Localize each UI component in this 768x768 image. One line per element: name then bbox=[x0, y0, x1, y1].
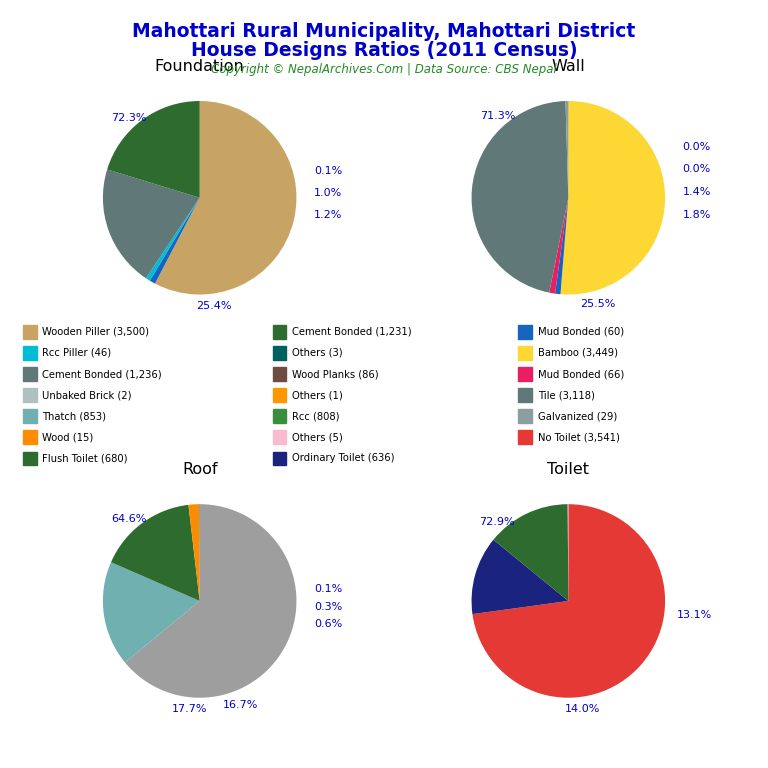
Text: Tile (3,118): Tile (3,118) bbox=[538, 390, 594, 400]
Text: 0.1%: 0.1% bbox=[314, 584, 342, 594]
Text: 1.4%: 1.4% bbox=[683, 187, 711, 197]
Wedge shape bbox=[111, 505, 200, 601]
Title: Foundation: Foundation bbox=[155, 59, 244, 74]
Text: Thatch (853): Thatch (853) bbox=[42, 411, 106, 422]
Title: Toilet: Toilet bbox=[548, 462, 589, 478]
Text: No Toilet (3,541): No Toilet (3,541) bbox=[538, 432, 620, 442]
Text: Mud Bonded (66): Mud Bonded (66) bbox=[538, 369, 624, 379]
Wedge shape bbox=[146, 198, 200, 280]
Text: Mahottari Rural Municipality, Mahottari District: Mahottari Rural Municipality, Mahottari … bbox=[132, 22, 636, 41]
Text: Ordinary Toilet (636): Ordinary Toilet (636) bbox=[292, 453, 394, 464]
Text: Wood (15): Wood (15) bbox=[42, 432, 94, 442]
Text: Copyright © NepalArchives.Com | Data Source: CBS Nepal: Copyright © NepalArchives.Com | Data Sou… bbox=[211, 63, 557, 76]
Text: 1.2%: 1.2% bbox=[314, 210, 343, 220]
Text: Galvanized (29): Galvanized (29) bbox=[538, 411, 617, 422]
Wedge shape bbox=[125, 504, 296, 697]
Text: Flush Toilet (680): Flush Toilet (680) bbox=[42, 453, 127, 464]
Text: 0.3%: 0.3% bbox=[314, 602, 342, 612]
Text: 1.0%: 1.0% bbox=[314, 188, 342, 198]
Text: 14.0%: 14.0% bbox=[565, 704, 601, 714]
Text: 25.5%: 25.5% bbox=[580, 300, 615, 310]
Wedge shape bbox=[188, 505, 200, 601]
Title: Roof: Roof bbox=[182, 462, 217, 478]
Text: 64.6%: 64.6% bbox=[111, 514, 147, 524]
Text: 13.1%: 13.1% bbox=[677, 611, 712, 621]
Wedge shape bbox=[472, 540, 568, 614]
Text: 72.9%: 72.9% bbox=[479, 517, 515, 527]
Text: 71.3%: 71.3% bbox=[480, 111, 515, 121]
Wedge shape bbox=[103, 562, 200, 663]
Title: Wall: Wall bbox=[551, 59, 585, 74]
Text: Cement Bonded (1,236): Cement Bonded (1,236) bbox=[42, 369, 162, 379]
Text: House Designs Ratios (2011 Census): House Designs Ratios (2011 Census) bbox=[190, 41, 578, 61]
Text: Others (5): Others (5) bbox=[292, 432, 343, 442]
Text: 0.0%: 0.0% bbox=[683, 142, 710, 152]
Text: 0.1%: 0.1% bbox=[314, 166, 342, 176]
Wedge shape bbox=[108, 101, 200, 198]
Text: Bamboo (3,449): Bamboo (3,449) bbox=[538, 348, 617, 358]
Text: Wooden Piller (3,500): Wooden Piller (3,500) bbox=[42, 326, 149, 337]
Text: 0.0%: 0.0% bbox=[683, 164, 710, 174]
Text: Unbaked Brick (2): Unbaked Brick (2) bbox=[42, 390, 132, 400]
Wedge shape bbox=[565, 101, 568, 198]
Wedge shape bbox=[472, 504, 665, 697]
Text: Mud Bonded (60): Mud Bonded (60) bbox=[538, 326, 624, 337]
Text: Cement Bonded (1,231): Cement Bonded (1,231) bbox=[292, 326, 412, 337]
Text: 72.3%: 72.3% bbox=[111, 114, 147, 124]
Wedge shape bbox=[493, 505, 568, 601]
Wedge shape bbox=[150, 198, 200, 283]
Text: 0.6%: 0.6% bbox=[314, 619, 342, 629]
Text: Others (3): Others (3) bbox=[292, 348, 343, 358]
Text: Rcc (808): Rcc (808) bbox=[292, 411, 339, 422]
Wedge shape bbox=[155, 101, 296, 294]
Wedge shape bbox=[549, 198, 568, 293]
Text: 1.8%: 1.8% bbox=[683, 210, 711, 220]
Wedge shape bbox=[555, 198, 568, 294]
Text: Rcc Piller (46): Rcc Piller (46) bbox=[42, 348, 111, 358]
Text: Wood Planks (86): Wood Planks (86) bbox=[292, 369, 379, 379]
Wedge shape bbox=[103, 170, 200, 278]
Text: 16.7%: 16.7% bbox=[223, 700, 258, 710]
Text: Others (1): Others (1) bbox=[292, 390, 343, 400]
Text: 17.7%: 17.7% bbox=[172, 704, 208, 714]
Wedge shape bbox=[561, 101, 665, 294]
Text: 25.4%: 25.4% bbox=[197, 301, 232, 311]
Wedge shape bbox=[472, 101, 568, 293]
